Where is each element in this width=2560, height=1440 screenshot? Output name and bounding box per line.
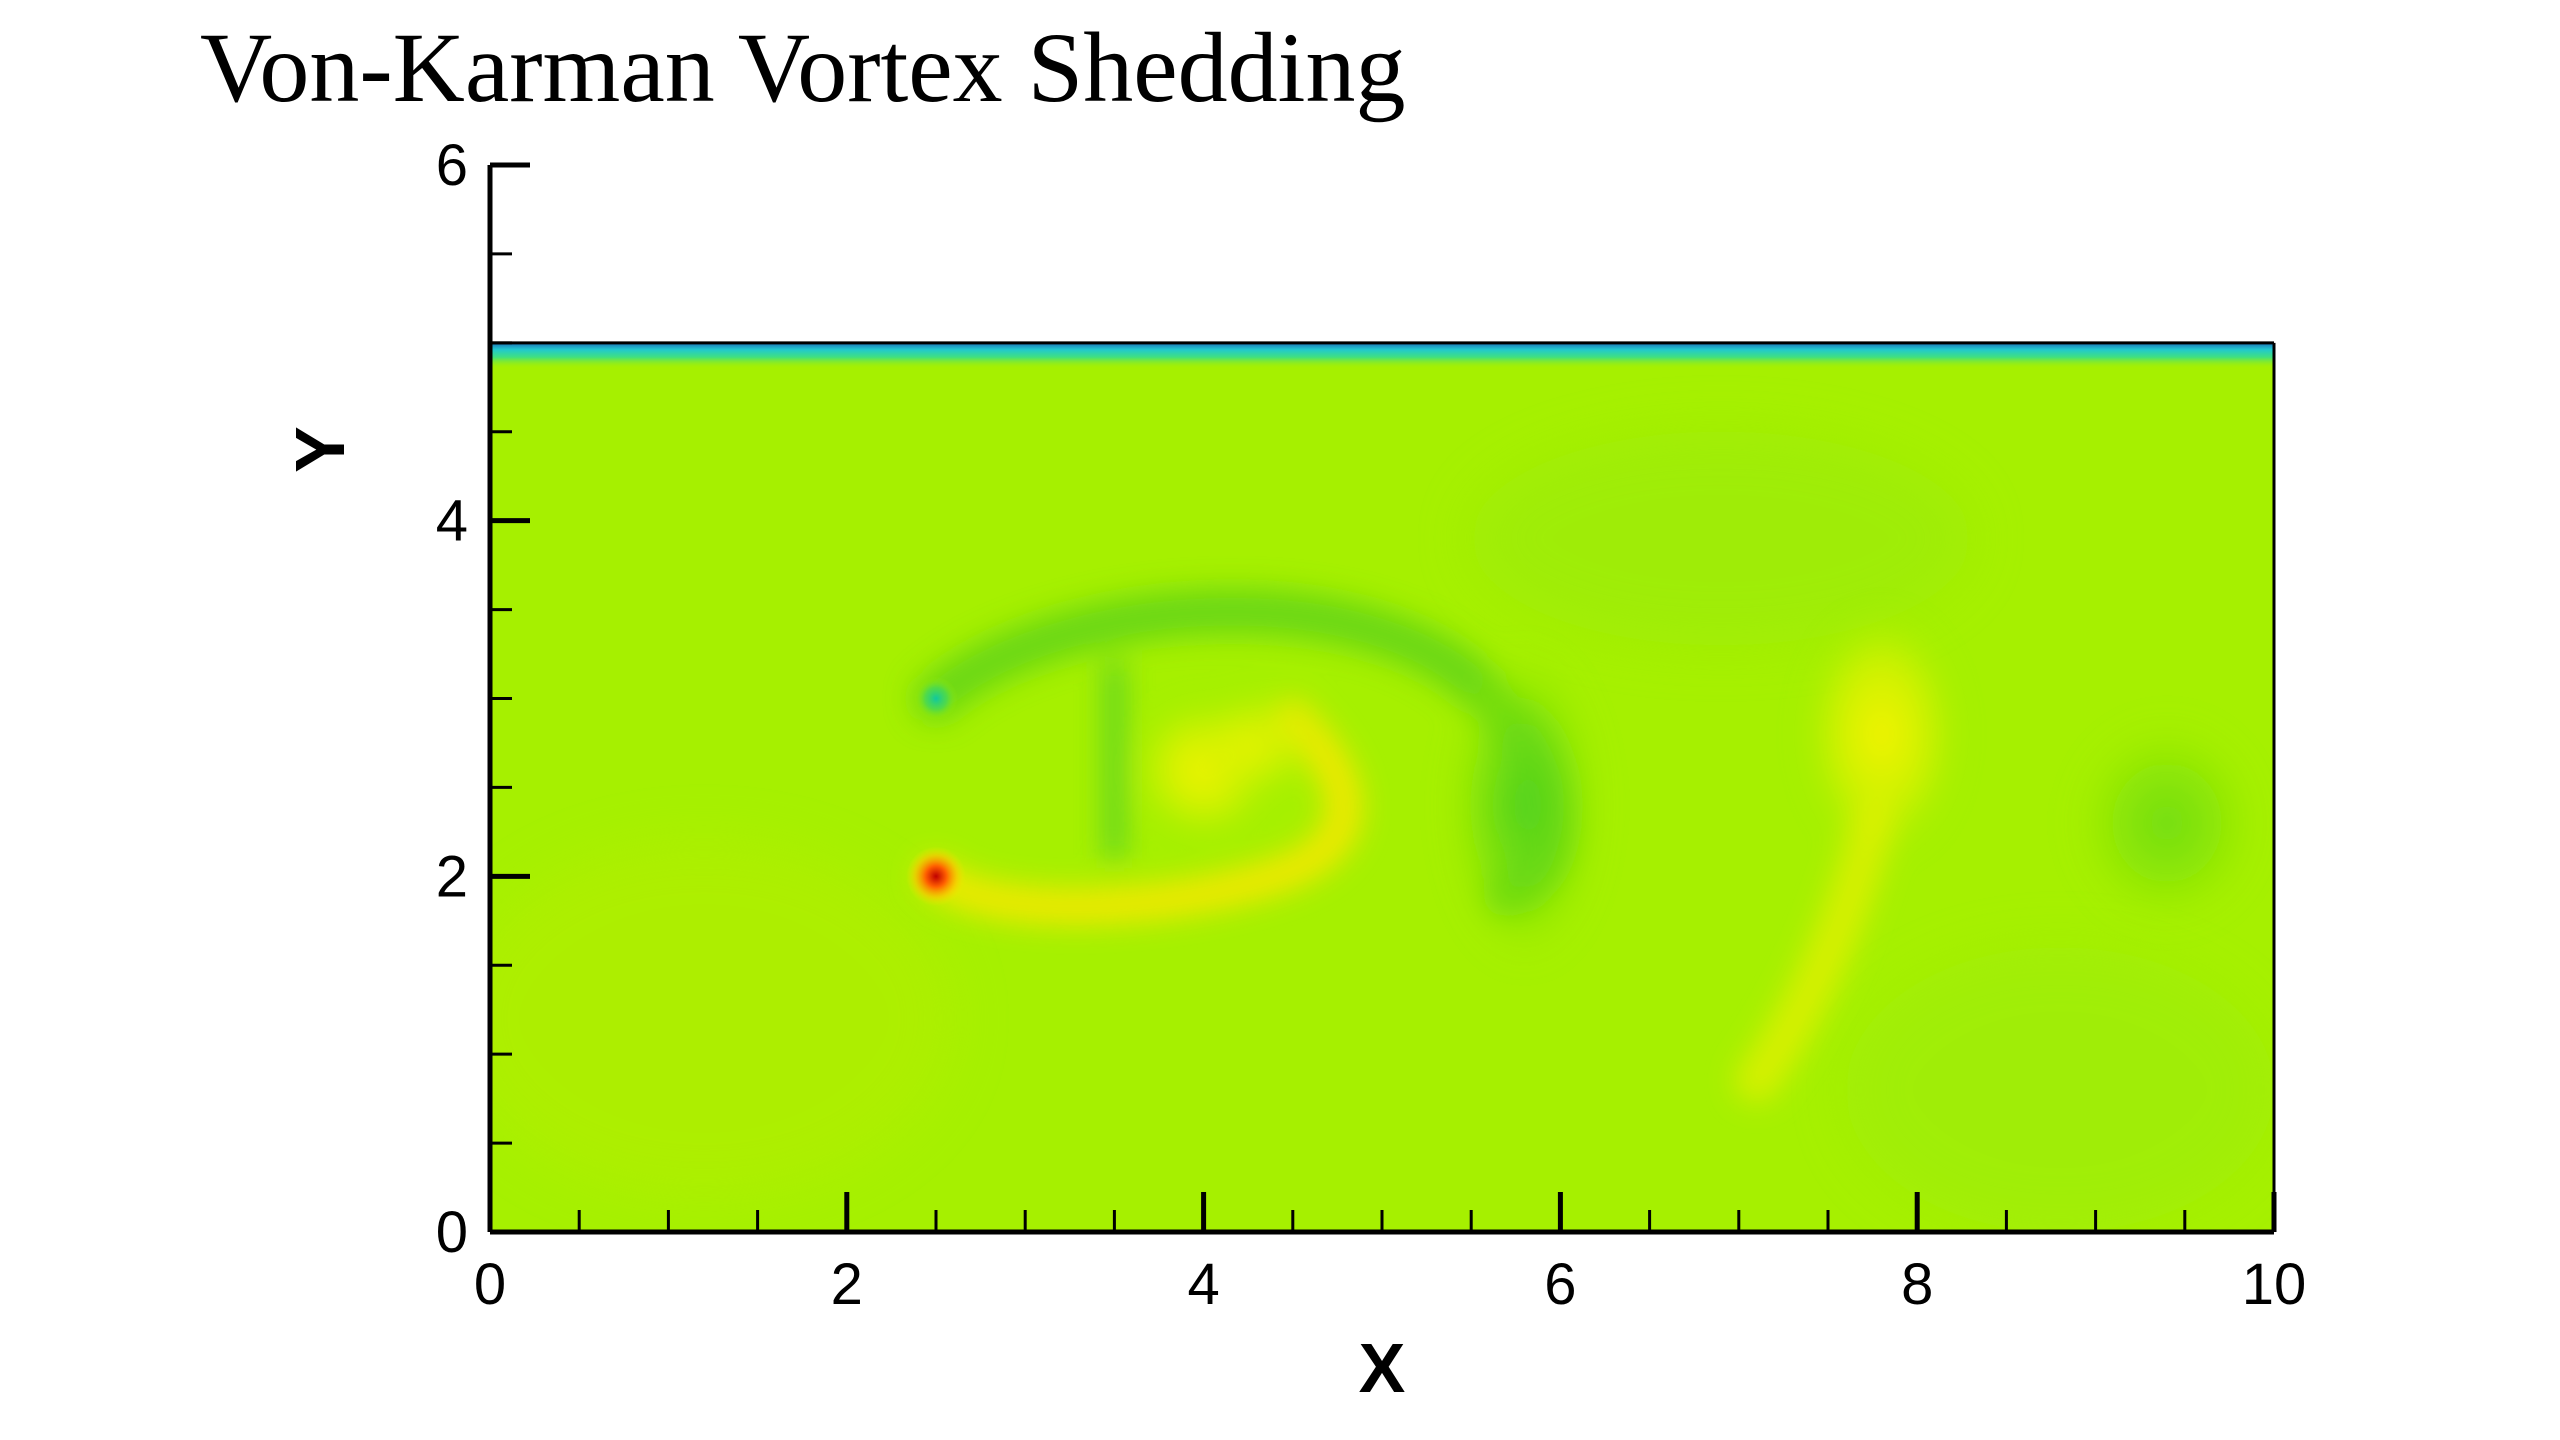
top-wall-band bbox=[490, 342, 2274, 369]
variation-blob bbox=[1845, 947, 2274, 1232]
lower-tail bbox=[1734, 800, 1895, 1103]
y-tick-label: 6 bbox=[436, 133, 468, 198]
variation-blob bbox=[1471, 431, 1971, 646]
far-wake bbox=[2068, 716, 2266, 930]
y-tick-label: 4 bbox=[436, 489, 468, 554]
shed-vortex bbox=[1801, 609, 1962, 859]
x-tick-label: 4 bbox=[1187, 1252, 1219, 1317]
cylinder-upper-spot bbox=[914, 676, 958, 721]
x-tick-label: 6 bbox=[1544, 1252, 1576, 1317]
vortex-core-lobe bbox=[1194, 689, 1320, 797]
x-tick-label: 10 bbox=[2242, 1252, 2307, 1317]
chart-title: Von-Karman Vortex Shedding bbox=[200, 12, 1406, 123]
lower-shear-band bbox=[918, 698, 1363, 925]
x-tick-label: 8 bbox=[1901, 1252, 1933, 1317]
x-tick-label: 2 bbox=[831, 1252, 863, 1317]
cylinder-lower-spot bbox=[906, 846, 966, 907]
wake-vortex bbox=[1444, 645, 1605, 966]
x-axis-label: X bbox=[1359, 1329, 1406, 1407]
x-tick-label: 0 bbox=[474, 1252, 506, 1317]
tick-marks bbox=[487, 162, 2277, 1235]
y-axis-label: Y bbox=[281, 426, 359, 473]
vertical-streak bbox=[1106, 662, 1123, 859]
variation-blob bbox=[490, 840, 954, 1197]
field-variation bbox=[490, 431, 2274, 1232]
vortex-structures bbox=[913, 588, 2266, 1103]
tick-labels: 0 2 4 6 8 10 0 2 4 6 bbox=[436, 133, 2307, 1317]
flow-field bbox=[490, 342, 2274, 1232]
y-tick-label: 2 bbox=[436, 844, 468, 909]
y-tick-label: 0 bbox=[436, 1200, 468, 1265]
